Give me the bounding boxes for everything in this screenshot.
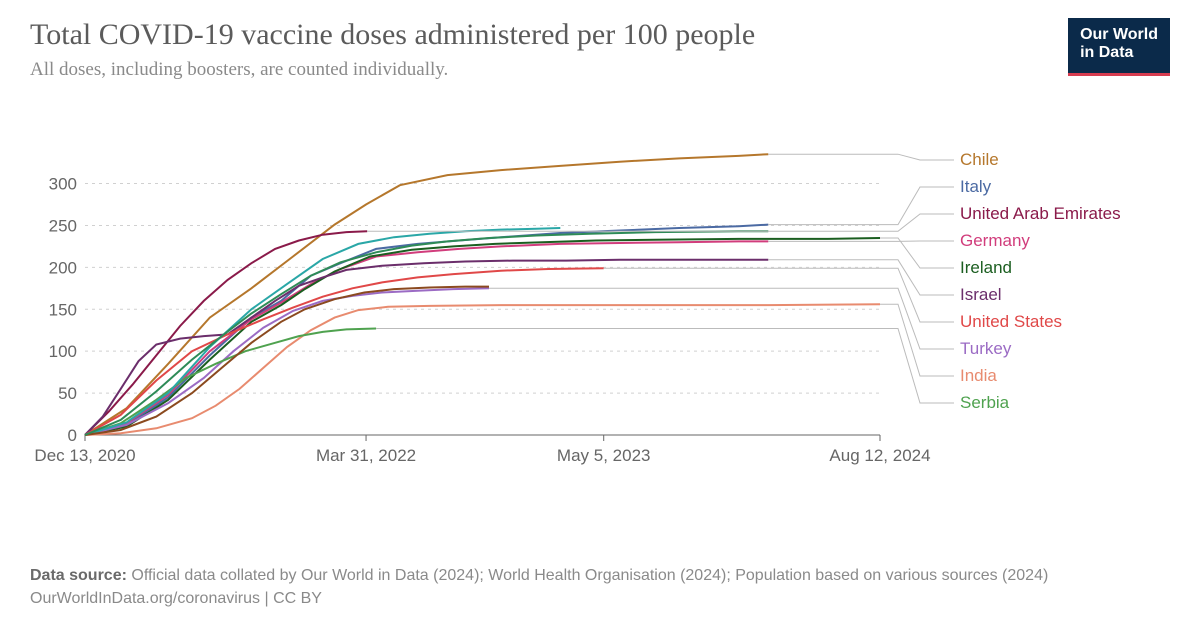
leader-line (880, 238, 954, 268)
x-tick-label: May 5, 2023 (557, 446, 651, 465)
source-label: Data source: (30, 567, 127, 584)
leader-line (768, 260, 954, 295)
attribution: OurWorldInData.org/coronavirus | CC BY (30, 588, 1048, 610)
line-chart: 0 50 100 150 200 250 300 Dec 13, 2020 Mar 31, 20… (30, 145, 1170, 505)
x-tick-label: Dec 13, 2020 (34, 446, 135, 465)
legend-label-italy: Italy (960, 177, 992, 196)
y-tick-label: 100 (49, 342, 77, 361)
series-extra3 (85, 231, 768, 435)
leader-line (376, 329, 954, 404)
chart-area: 0 50 100 150 200 250 300 Dec 13, 2020 Mar 31, 20… (30, 145, 1170, 505)
logo-line-2: in Data (1080, 44, 1158, 62)
legend-label-ireland: Ireland (960, 258, 1012, 277)
legend-label-israel: Israel (960, 285, 1002, 304)
series-israel (85, 260, 768, 435)
series-italy (85, 225, 768, 435)
series-chile (85, 154, 768, 435)
data-source: Data source: Official data collated by O… (30, 565, 1048, 587)
leader-line (489, 288, 954, 349)
legend-label-germany: Germany (960, 231, 1030, 250)
x-tick-label: Aug 12, 2024 (829, 446, 930, 465)
header: Total COVID-19 vaccine doses administere… (0, 0, 1200, 81)
legend-label-united-states: United States (960, 312, 1062, 331)
x-tick-label: Mar 31, 2022 (316, 446, 416, 465)
page-subtitle: All doses, including boosters, are count… (30, 59, 1170, 81)
y-tick-label: 300 (49, 175, 77, 194)
legend-label-chile: Chile (960, 150, 999, 169)
y-tick-label: 0 (68, 426, 77, 445)
series-serbia (85, 329, 376, 436)
leader-line (768, 154, 954, 160)
legend-label-turkey: Turkey (960, 339, 1012, 358)
legend-label-india: India (960, 366, 997, 385)
owid-logo: Our World in Data (1068, 18, 1170, 76)
y-tick-label: 250 (49, 216, 77, 235)
page-title: Total COVID-19 vaccine doses administere… (30, 18, 930, 53)
y-tick-label: 50 (58, 384, 77, 403)
y-tick-label: 200 (49, 258, 77, 277)
source-text: Official data collated by Our World in D… (127, 567, 1048, 584)
legend-label-united-arab-emirates: United Arab Emirates (960, 204, 1121, 223)
leader-line (768, 187, 954, 225)
legend-label-serbia: Serbia (960, 393, 1010, 412)
y-tick-label: 150 (49, 300, 77, 319)
footer: Data source: Official data collated by O… (30, 565, 1048, 610)
logo-line-1: Our World (1080, 26, 1158, 44)
